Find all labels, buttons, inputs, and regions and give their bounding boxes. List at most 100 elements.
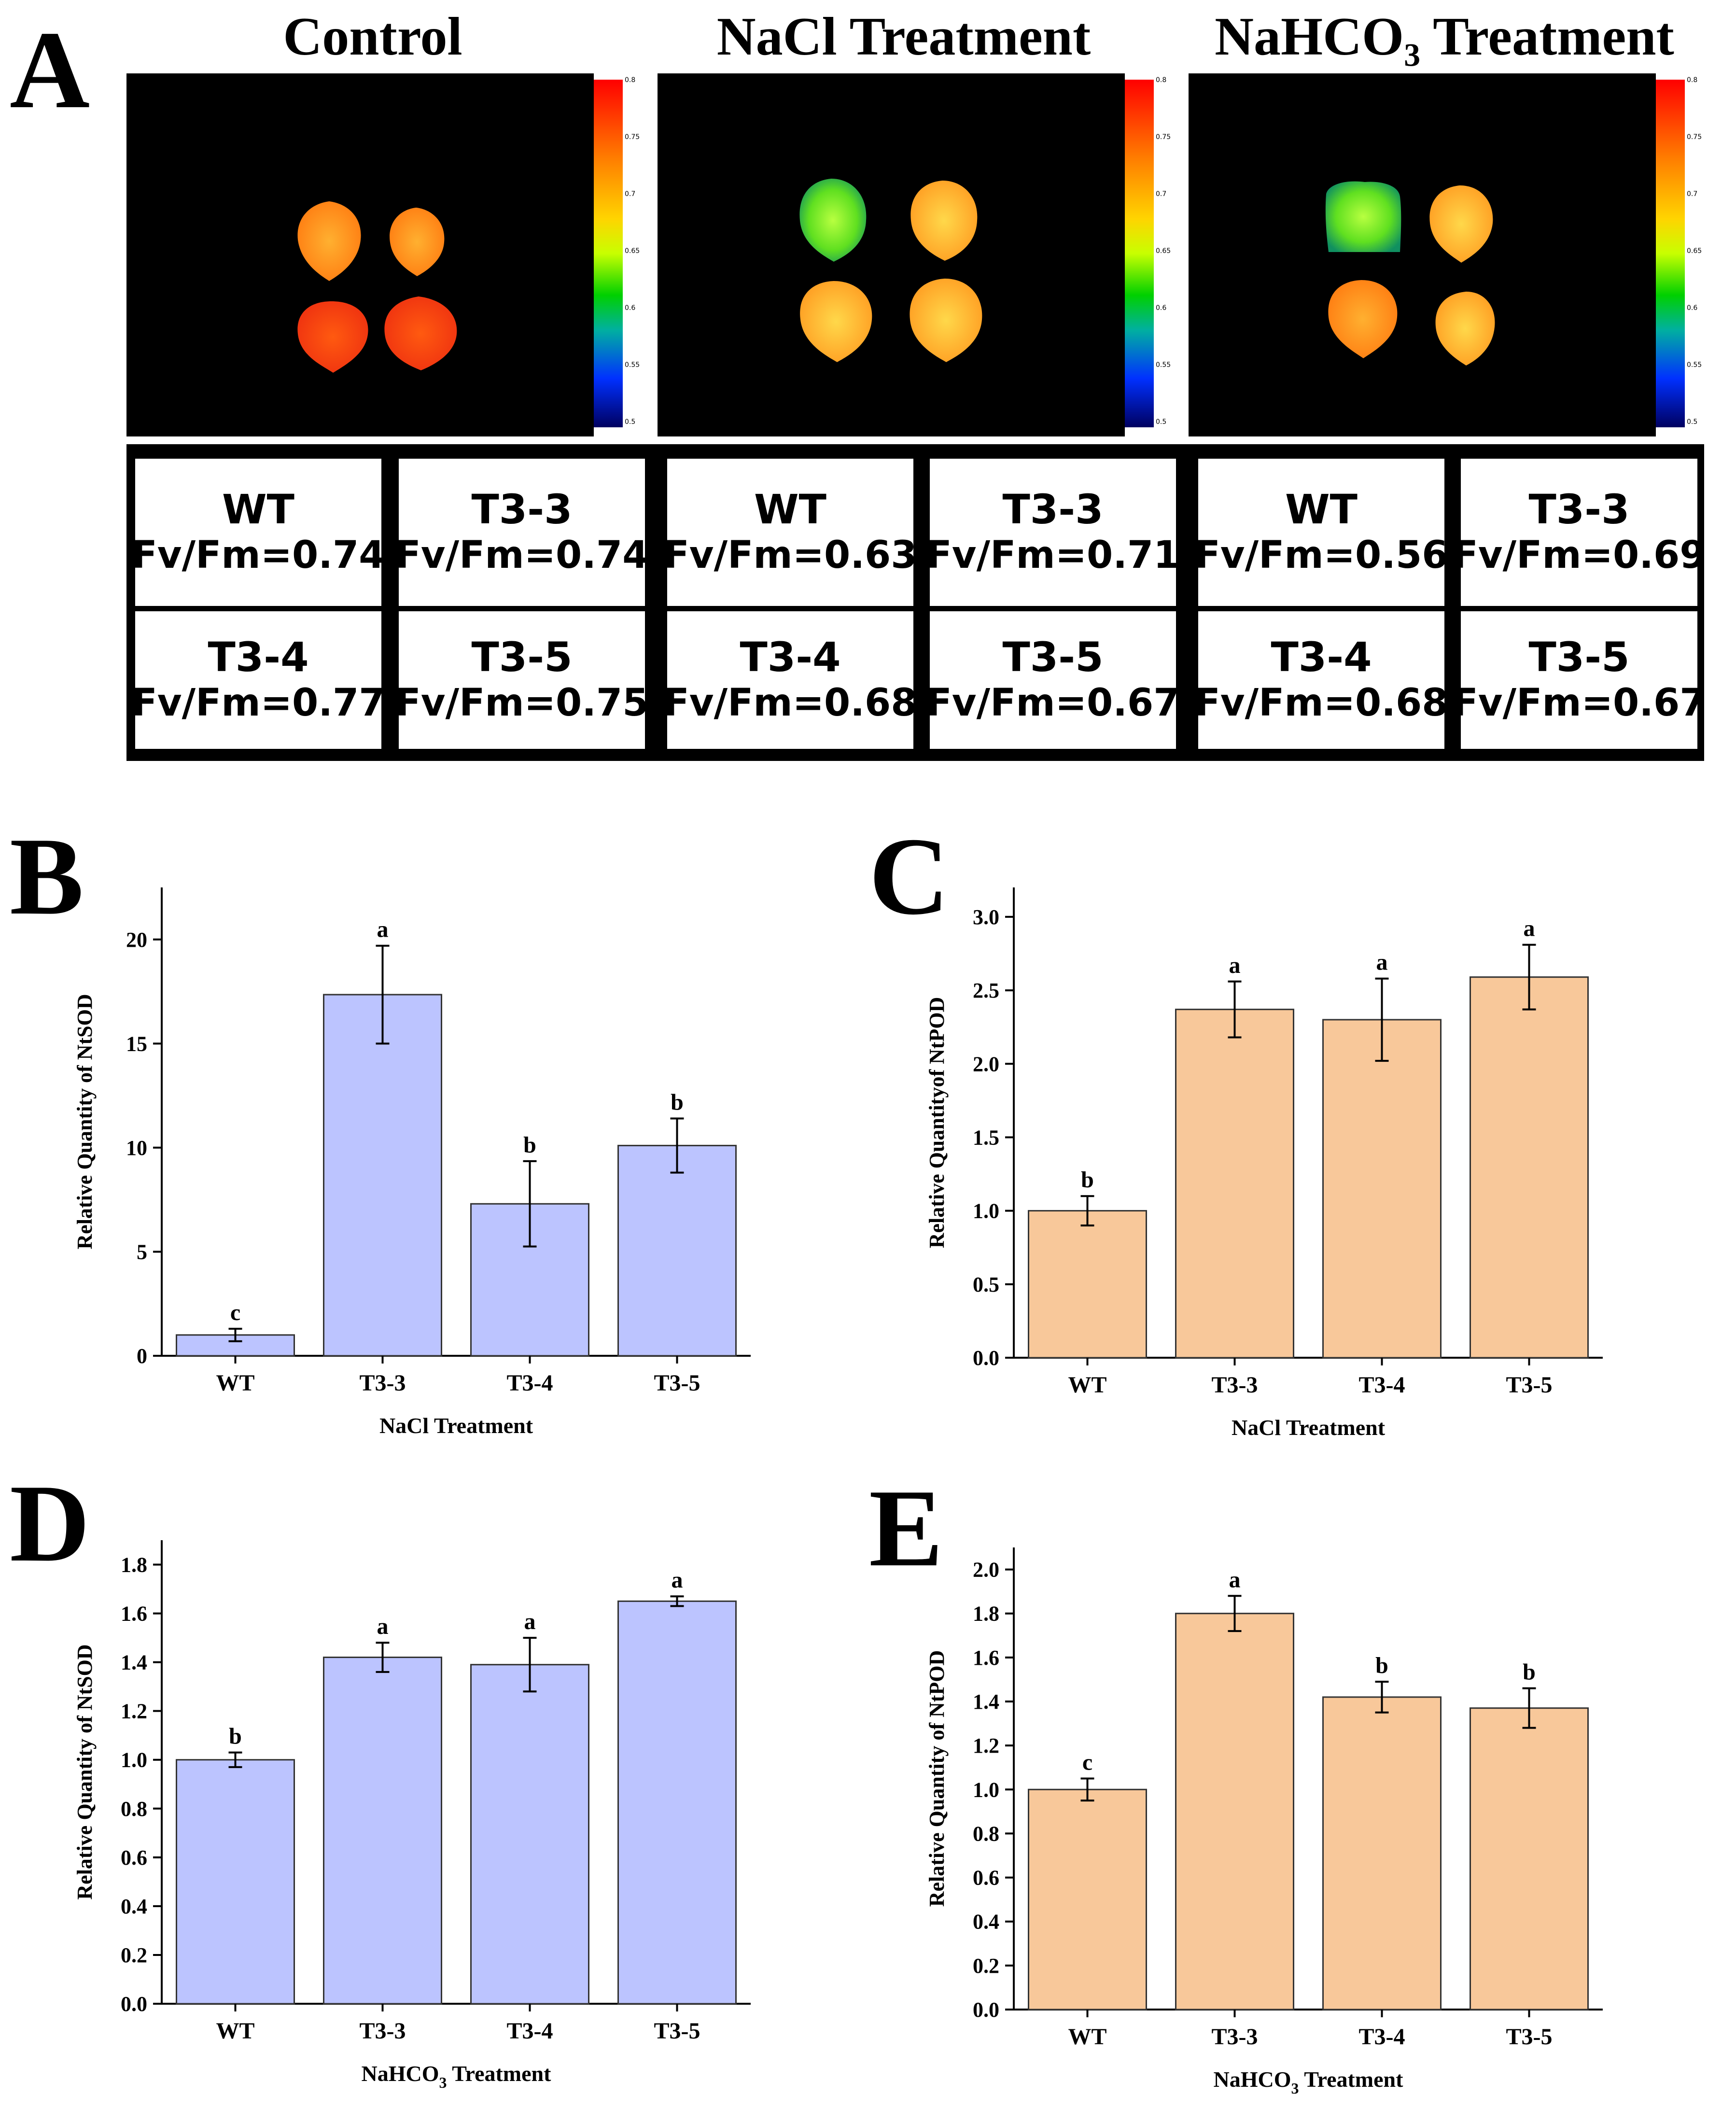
fvfm-cell: WT Fv/Fm=0.56	[1195, 459, 1448, 606]
leaf	[390, 208, 445, 276]
colorbar-tick-label: 0.6	[625, 304, 636, 312]
x-tick-label: T3-4	[1359, 2024, 1405, 2050]
x-tick-label: T3-5	[654, 2018, 700, 2044]
bar	[323, 1657, 442, 2005]
panel-letter-a: A	[10, 8, 90, 131]
y-axis-label: Relative Quantityof NtPOD	[925, 997, 949, 1249]
colorbar-tick-label: 0.5	[1687, 418, 1698, 426]
fluorescence-image-nahco3	[1189, 73, 1656, 436]
leaf	[799, 179, 867, 262]
fvfm-value: Fv/Fm=0.71	[926, 534, 1180, 577]
colorbar-tick-label: 0.7	[1156, 190, 1167, 198]
fvfm-value: Fv/Fm=0.68	[1194, 681, 1448, 725]
significance-letter: c	[1082, 1750, 1092, 1775]
colorbar-tick-label: 0.65	[1687, 247, 1702, 255]
colorbar-tick-label: 0.75	[1156, 133, 1171, 141]
colorbar-tick-label: 0.75	[625, 133, 640, 141]
y-tick-label: 0.0	[973, 1346, 999, 1370]
x-tick-label: T3-3	[1212, 1372, 1258, 1398]
x-tick-label: WT	[1068, 2024, 1106, 2050]
title-nahco3: NaHCO3 Treatment	[1215, 7, 1674, 73]
fvfm-cell: T3-4 Fv/Fm=0.68	[664, 611, 917, 749]
y-tick-label: 10	[126, 1136, 147, 1160]
fvfm-cell: T3-5 Fv/Fm=0.67	[1453, 611, 1706, 749]
significance-letter: a	[1229, 1567, 1241, 1592]
x-tick-label: T3-3	[360, 2018, 406, 2044]
leaf	[297, 301, 368, 373]
fvfm-line-name: T3-3	[1528, 486, 1630, 534]
fvfm-line-name: WT	[1285, 486, 1358, 534]
colorbar-tick-label: 0.7	[1687, 190, 1698, 198]
significance-letter: b	[229, 1724, 242, 1749]
fvfm-line-name: T3-5	[471, 633, 573, 681]
x-tick-label: WT	[1068, 1372, 1106, 1398]
bar	[617, 1145, 737, 1357]
y-tick-label: 0.2	[973, 1954, 999, 1978]
fvfm-value: Fv/Fm=0.56	[1194, 534, 1448, 577]
y-tick-label: 1.5	[973, 1125, 999, 1149]
y-axis-label: Relative Quantity of NtPOD	[925, 1650, 949, 1907]
y-tick-label: 3.0	[973, 905, 999, 929]
x-tick-label: T3-5	[1506, 2024, 1553, 2050]
significance-letter: a	[1376, 950, 1388, 975]
panel-letter-c: C	[869, 815, 950, 938]
x-tick-label: T3-3	[1212, 2024, 1258, 2050]
y-tick-label: 1.4	[121, 1651, 147, 1674]
bar	[1028, 1210, 1147, 1359]
bar	[323, 994, 442, 1357]
leaf-group	[799, 179, 982, 362]
y-tick-label: 1.4	[973, 1690, 999, 1714]
fluorescence-image-control	[126, 73, 594, 436]
colorbar-tick-label: 0.55	[625, 361, 640, 369]
y-tick-label: 0.6	[973, 1866, 999, 1890]
x-tick-label: T3-4	[1359, 1372, 1405, 1398]
colorbar-nacl	[1125, 80, 1154, 427]
y-tick-label: 0	[137, 1344, 147, 1368]
x-tick-label: T3-5	[654, 1370, 700, 1396]
title-control: Control	[283, 7, 462, 67]
fvfm-value: Fv/Fm=0.63	[663, 534, 917, 577]
x-axis-label: NaHCO3 Treatment	[362, 2061, 552, 2091]
fvfm-value: Fv/Fm=0.75	[395, 681, 649, 725]
colorbar-tick-label: 0.8	[1687, 76, 1698, 84]
fvfm-line-name: T3-4	[208, 633, 309, 681]
colorbar-tick-label: 0.65	[625, 247, 640, 255]
fvfm-line-name: T3-4	[740, 633, 841, 681]
y-tick-label: 1.2	[973, 1734, 999, 1758]
significance-letter: c	[230, 1300, 240, 1325]
colorbar-tick-label: 0.8	[1156, 76, 1167, 84]
bar	[470, 1664, 589, 2005]
colorbar-nahco3	[1656, 80, 1685, 427]
leaf	[1328, 280, 1398, 358]
y-tick-label: 0.0	[121, 1992, 147, 2016]
significance-letter: b	[671, 1090, 684, 1115]
fvfm-value: Fv/Fm=0.67	[926, 681, 1180, 725]
fvfm-line-name: WT	[222, 486, 294, 534]
bar	[176, 1334, 295, 1357]
x-axis-label: NaCl Treatment	[379, 1413, 533, 1438]
x-tick-label: WT	[216, 2018, 254, 2044]
panel-letter-b: B	[10, 815, 84, 938]
y-tick-label: 1.6	[121, 1602, 147, 1626]
title-nacl: NaCl Treatment	[716, 7, 1091, 67]
panel-letter-d: D	[10, 1462, 90, 1585]
y-tick-label: 0.6	[121, 1846, 147, 1870]
colorbar-tick-label: 0.5	[625, 418, 636, 426]
leaf	[910, 181, 978, 261]
fluorescence-image-nacl	[658, 73, 1125, 436]
bar	[1175, 1009, 1294, 1359]
colorbar-tick-label: 0.6	[1156, 304, 1167, 312]
fvfm-value: Fv/Fm=0.68	[663, 681, 917, 725]
significance-letter: a	[377, 1614, 389, 1639]
y-axis-label: Relative Quantity of NtSOD	[73, 1644, 97, 1899]
bar	[617, 1600, 737, 2005]
fvfm-cell: T3-4 Fv/Fm=0.77	[132, 611, 385, 749]
leaf	[297, 201, 361, 281]
colorbar-tick-label: 0.6	[1687, 304, 1698, 312]
leaf-group	[297, 201, 457, 373]
significance-letter: a	[1524, 916, 1535, 942]
x-tick-label: T3-5	[1506, 1372, 1553, 1398]
significance-letter: a	[524, 1609, 536, 1634]
significance-letter: a	[672, 1567, 683, 1593]
colorbar-tick-label: 0.8	[625, 76, 636, 84]
